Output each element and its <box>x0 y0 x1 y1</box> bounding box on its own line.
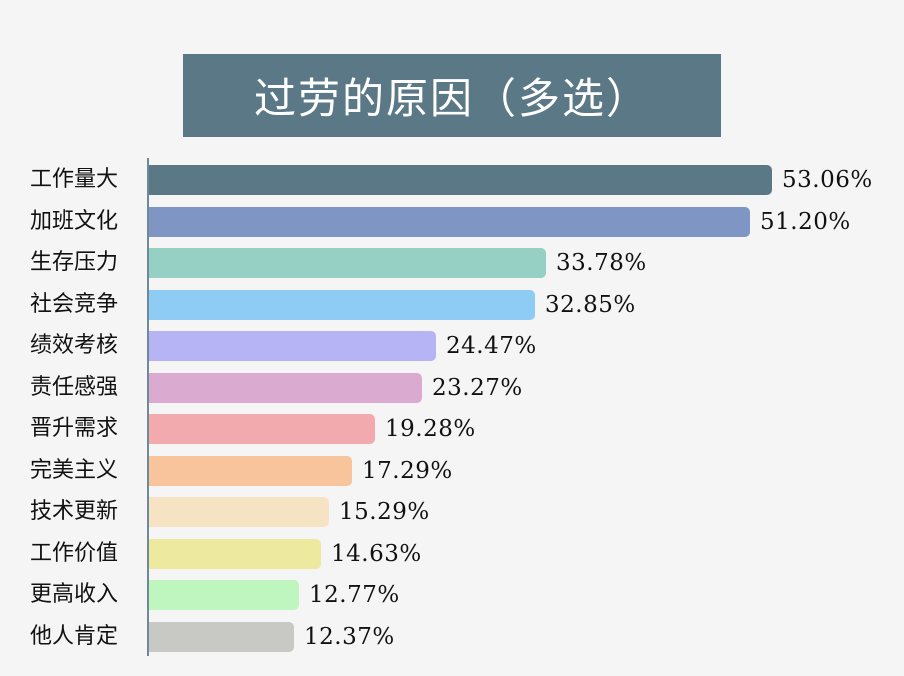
category-label: 绩效考核 <box>30 333 119 358</box>
value-label: 15.29% <box>339 499 430 525</box>
bar <box>149 621 294 652</box>
category-label: 生存压力 <box>30 250 119 275</box>
chart-title-banner: 过劳的原因（多选） <box>183 54 721 137</box>
value-label: 32.85% <box>545 291 636 318</box>
bar-row: 责任感强 23.27% <box>0 372 904 404</box>
value-label: 19.28% <box>385 416 476 442</box>
bar <box>149 331 436 361</box>
bar <box>149 372 422 403</box>
bar-row: 更高收入 12.77% <box>0 579 904 611</box>
category-label: 工作价值 <box>30 540 119 566</box>
value-label: 23.27% <box>432 374 523 401</box>
bar-row: 他人肯定 12.37% <box>0 621 904 653</box>
category-label: 更高收入 <box>30 582 119 607</box>
y-axis-line <box>147 158 149 656</box>
bar-row: 生存压力 33.78% <box>0 247 904 279</box>
chart-title: 过劳的原因（多选） <box>253 74 650 123</box>
bar-row: 技术更新 15.29% <box>0 496 904 528</box>
bar-row: 绩效考核 24.47% <box>0 330 904 362</box>
value-label: 12.77% <box>309 582 400 608</box>
bar <box>149 497 329 527</box>
value-label: 53.06% <box>782 167 873 193</box>
bar <box>149 248 546 278</box>
category-label: 加班文化 <box>30 208 119 234</box>
value-label: 14.63% <box>331 540 422 567</box>
category-label: 他人肯定 <box>30 623 119 649</box>
bar-row: 工作量大 53.06% <box>0 164 904 196</box>
category-label: 晋升需求 <box>30 416 119 441</box>
bar <box>149 165 772 195</box>
bar-row: 加班文化 51.20% <box>0 206 904 238</box>
bar <box>149 538 321 569</box>
value-label: 17.29% <box>362 457 453 484</box>
bar <box>149 414 375 444</box>
value-label: 51.20% <box>760 208 851 235</box>
bar <box>149 289 535 320</box>
bar-row: 社会竞争 32.85% <box>0 289 904 321</box>
category-label: 技术更新 <box>30 499 119 524</box>
value-label: 33.78% <box>556 250 647 276</box>
bar-row: 工作价值 14.63% <box>0 538 904 570</box>
bar <box>149 580 299 610</box>
bar <box>149 455 352 486</box>
bar <box>149 206 750 237</box>
category-label: 工作量大 <box>30 167 119 192</box>
category-label: 完美主义 <box>30 457 119 483</box>
value-label: 24.47% <box>446 333 537 359</box>
bar-row: 晋升需求 19.28% <box>0 413 904 445</box>
category-label: 责任感强 <box>30 374 119 400</box>
category-label: 社会竞争 <box>30 291 119 317</box>
bar-row: 完美主义 17.29% <box>0 455 904 487</box>
value-label: 12.37% <box>304 623 395 650</box>
